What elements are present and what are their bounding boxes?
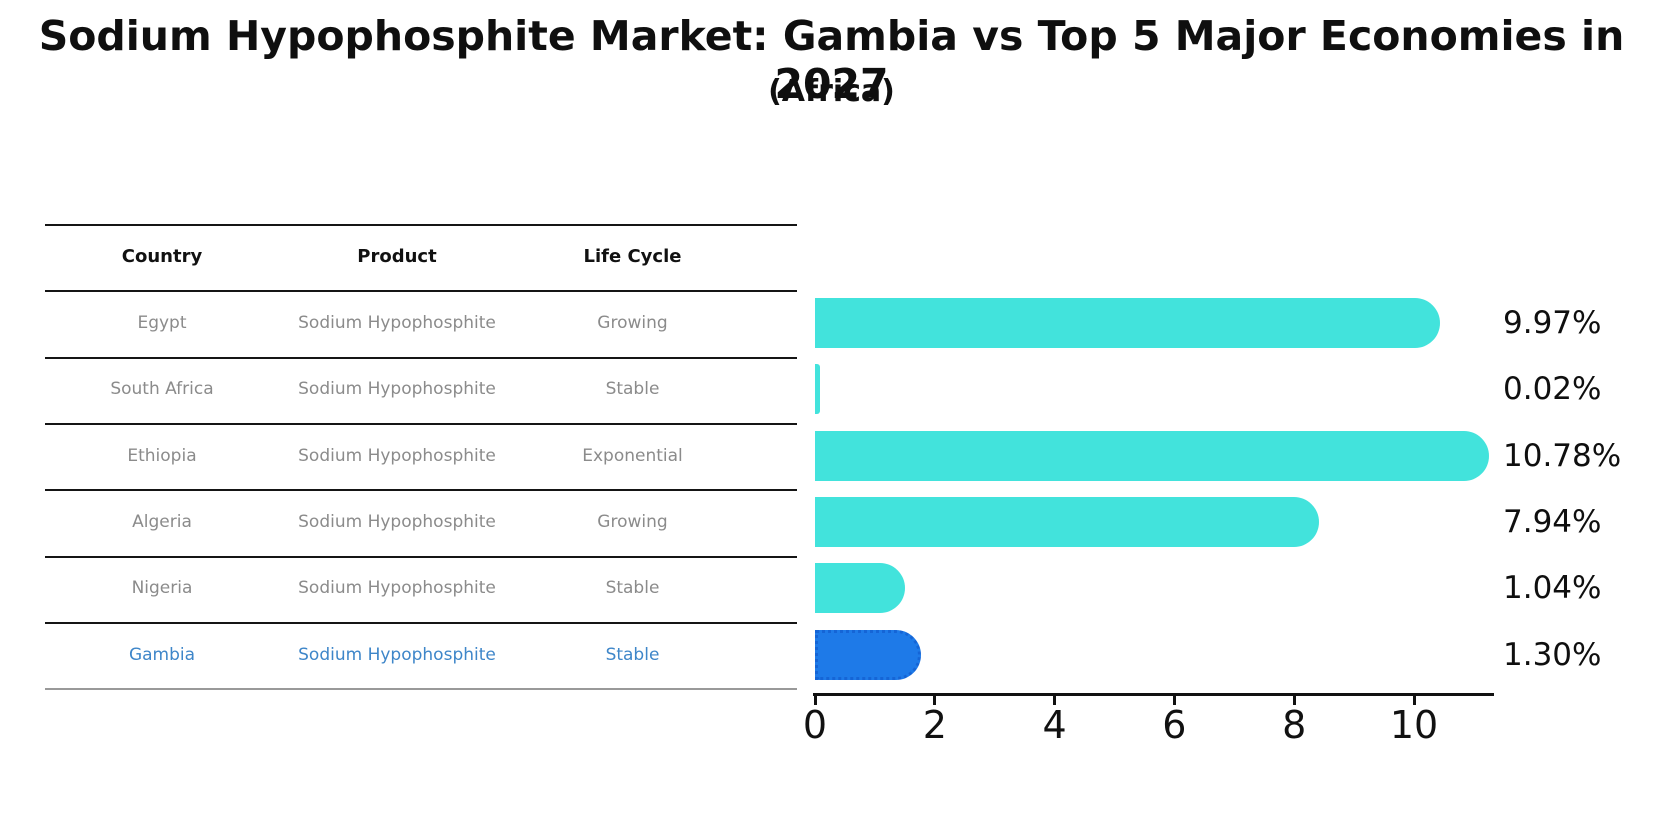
- x-tick-label: 4: [1042, 703, 1067, 747]
- bar-segment: [815, 430, 1489, 481]
- table-rule: [45, 556, 797, 558]
- lifecycle-cell: Stable: [605, 578, 660, 599]
- x-tick-mark: [1172, 693, 1176, 705]
- bar-segment: [815, 563, 905, 614]
- product-cell: Sodium Hypophosphite: [298, 445, 496, 466]
- x-tick-label: 8: [1282, 703, 1307, 747]
- product-cell: Sodium Hypophosphite: [298, 313, 496, 333]
- chart-subtitle: (Africa): [768, 74, 895, 109]
- table-rule: [45, 423, 797, 425]
- x-tick-mark: [933, 693, 937, 705]
- table-header-cell: Country: [121, 246, 203, 267]
- product-cell: Sodium Hypophosphite: [298, 379, 496, 400]
- chart-title: Sodium Hypophosphite Market: Gambia vs T…: [38, 12, 1625, 108]
- bar-segment: [815, 496, 1319, 547]
- country-cell: Algeria: [132, 511, 192, 532]
- x-tick-label: 6: [1162, 703, 1187, 747]
- country-cell: Nigeria: [131, 578, 193, 599]
- table-rule-bottom: [45, 688, 797, 690]
- value-label: 1.04%: [1503, 570, 1602, 607]
- value-label: 10.78%: [1503, 437, 1622, 474]
- x-tick-mark: [1292, 693, 1296, 705]
- country-cell: Gambia: [128, 644, 196, 665]
- country-cell: Ethiopia: [127, 445, 197, 466]
- table-header-cell: Life Cycle: [583, 246, 682, 267]
- bar-segment: [815, 298, 1440, 348]
- bar-segment: [815, 364, 820, 415]
- lifecycle-cell: Stable: [605, 644, 660, 665]
- country-cell: South Africa: [110, 379, 214, 400]
- lifecycle-cell: Growing: [597, 511, 668, 532]
- lifecycle-cell: Exponential: [582, 445, 683, 466]
- x-tick-label: 0: [802, 703, 828, 747]
- x-tick-mark: [1412, 693, 1416, 705]
- table-header-cell: Product: [357, 246, 437, 267]
- product-cell: Sodium Hypophosphite: [298, 578, 496, 599]
- table-rule: [45, 357, 797, 359]
- x-tick-mark: [1053, 693, 1057, 705]
- x-tick-label: 2: [922, 703, 947, 747]
- highlight-bar: [815, 629, 921, 680]
- value-label: 9.97%: [1503, 305, 1602, 341]
- product-cell: Sodium Hypophosphite: [298, 511, 496, 532]
- value-label: 7.94%: [1503, 503, 1602, 540]
- table-rule: [45, 489, 797, 491]
- table-rule: [45, 290, 797, 292]
- table-rule: [45, 622, 797, 624]
- x-axis-line: [813, 693, 1494, 696]
- x-tick-mark: [813, 693, 817, 705]
- country-cell: Egypt: [137, 313, 187, 333]
- product-cell: Sodium Hypophosphite: [298, 644, 496, 665]
- table-rule: [45, 224, 797, 226]
- x-tick-label: 10: [1389, 703, 1439, 747]
- value-label: 1.30%: [1503, 636, 1602, 673]
- value-label: 0.02%: [1503, 371, 1602, 408]
- lifecycle-cell: Growing: [597, 313, 668, 333]
- lifecycle-cell: Stable: [605, 379, 660, 400]
